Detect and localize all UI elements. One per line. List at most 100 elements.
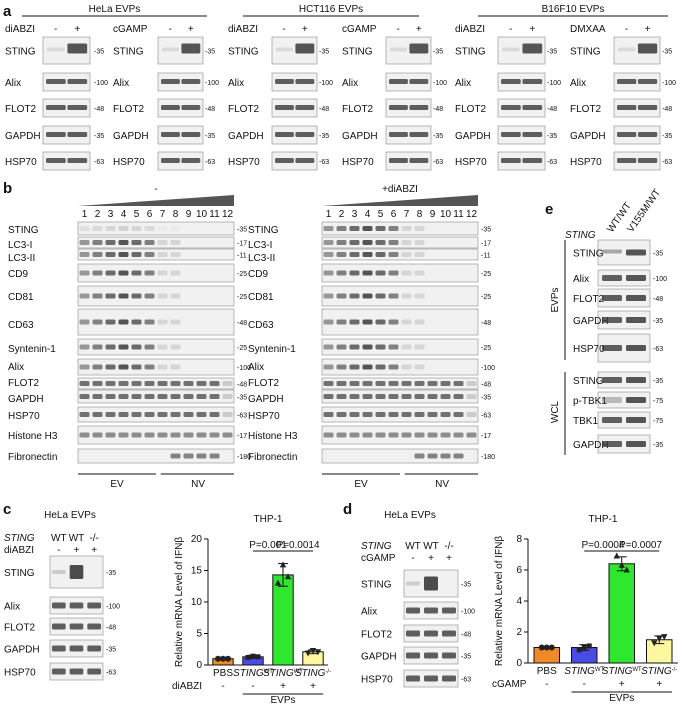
gradient-blot-strip <box>77 389 235 404</box>
density-gradient-wedge <box>78 195 234 206</box>
treatment-label: diABZI <box>4 545 34 556</box>
chart-title: THP-1 <box>254 514 283 525</box>
gradient-row-label: Syntenin-1 <box>8 344 56 355</box>
fraction-band <box>183 453 194 459</box>
x-category-label: STING-/- <box>295 668 331 679</box>
gradient-blot-strip <box>321 308 479 336</box>
fraction-band <box>131 226 142 231</box>
mw-marker: -35 <box>653 442 663 449</box>
fraction-number: 6 <box>147 209 153 220</box>
fraction-band <box>183 381 194 386</box>
fraction-band <box>323 270 334 276</box>
treatment-sign: + <box>310 681 316 692</box>
fraction-band <box>92 226 103 231</box>
sign-minus: - <box>282 24 285 35</box>
p-value: P=0.0007 <box>619 540 663 551</box>
blot-band <box>161 105 180 110</box>
mw-marker: -35 <box>547 133 557 140</box>
fraction-band <box>375 226 386 231</box>
fraction-band <box>388 319 399 325</box>
fraction-band <box>414 293 425 299</box>
row-label-gapdh: GAPDH <box>570 131 606 142</box>
gradient-blot-strip <box>321 263 479 283</box>
fraction-band <box>375 319 386 325</box>
fraction-band <box>157 432 168 438</box>
chart-title: THP-1 <box>589 514 618 525</box>
fraction-band <box>414 252 425 257</box>
gradient-row-label: FLOT2 <box>8 378 40 389</box>
fraction-band <box>118 319 129 325</box>
row-label-alix: Alix <box>113 78 129 89</box>
blot-strip <box>385 125 432 145</box>
panel-letter-e: e <box>545 201 553 218</box>
sting-band-minus <box>47 47 65 52</box>
blot-band <box>626 249 646 256</box>
blot-band <box>389 132 408 137</box>
blot-strip <box>42 125 91 145</box>
sign-plus: + <box>74 24 80 35</box>
fraction-band <box>336 381 347 386</box>
y-tick-label: 2 <box>516 627 522 638</box>
blot-band <box>626 397 646 403</box>
mw-marker: -48 <box>205 106 215 113</box>
fraction-band <box>79 394 90 399</box>
genotype-label: WT <box>423 541 439 552</box>
fraction-band <box>144 252 155 257</box>
fraction-band <box>131 240 142 245</box>
fraction-band <box>401 394 412 399</box>
fraction-band <box>388 270 399 276</box>
row-label: HSP70 <box>361 675 393 686</box>
fraction-band <box>323 293 334 299</box>
y-tick-label: 5 <box>196 629 202 640</box>
fraction-band <box>118 412 129 417</box>
group-label-ev: EV <box>110 479 124 490</box>
fraction-band <box>196 412 207 417</box>
treatment-sign: - <box>583 679 586 690</box>
fraction-band <box>196 453 207 459</box>
fraction-band <box>170 293 181 299</box>
treatment-sign: - <box>221 681 224 692</box>
blot-strip <box>385 98 432 118</box>
fraction-band <box>375 344 386 350</box>
blot-band <box>389 105 408 110</box>
blot-band <box>409 105 429 110</box>
fraction-band <box>131 252 142 257</box>
row-label: Alix <box>4 602 20 613</box>
fraction-band <box>414 412 425 417</box>
fraction-band <box>105 412 116 417</box>
mw-marker: -48 <box>461 632 471 639</box>
treatment-sign: + <box>656 679 662 690</box>
fraction-number: 7 <box>404 209 410 220</box>
gradient-blot-strip <box>77 338 235 356</box>
mw-marker: -17 <box>237 433 247 440</box>
category-genotype: -/- <box>325 669 331 675</box>
treatment-sign: - <box>57 545 60 556</box>
mw-marker: -35 <box>237 227 247 234</box>
blot-strip <box>42 98 91 118</box>
blot-band <box>501 132 521 137</box>
mw-marker: -63 <box>433 159 443 166</box>
blot-strip <box>613 72 661 92</box>
fraction-band <box>336 226 347 231</box>
fraction-band <box>323 252 334 257</box>
blot-band <box>602 317 622 323</box>
e-row-label: GAPDH <box>573 316 609 327</box>
fraction-band <box>349 319 360 325</box>
e-row-label: FLOT2 <box>573 294 605 305</box>
fraction-band <box>170 319 181 325</box>
fraction-band <box>414 432 425 438</box>
treatment-label: diABZI <box>455 24 485 35</box>
fraction-band <box>427 381 438 386</box>
fraction-band <box>414 381 425 386</box>
sting-band-minus <box>390 47 408 52</box>
blot-band <box>161 79 180 84</box>
blot-band <box>637 158 658 163</box>
fraction-band <box>388 293 399 299</box>
fraction-band <box>440 412 451 417</box>
data-point <box>613 552 620 559</box>
x-category-label: STING-/- <box>641 666 677 677</box>
fraction-band <box>414 453 425 459</box>
row-label: Alix <box>361 607 377 618</box>
mw-marker: -25 <box>481 271 491 278</box>
treatment-sign: + <box>280 681 286 692</box>
